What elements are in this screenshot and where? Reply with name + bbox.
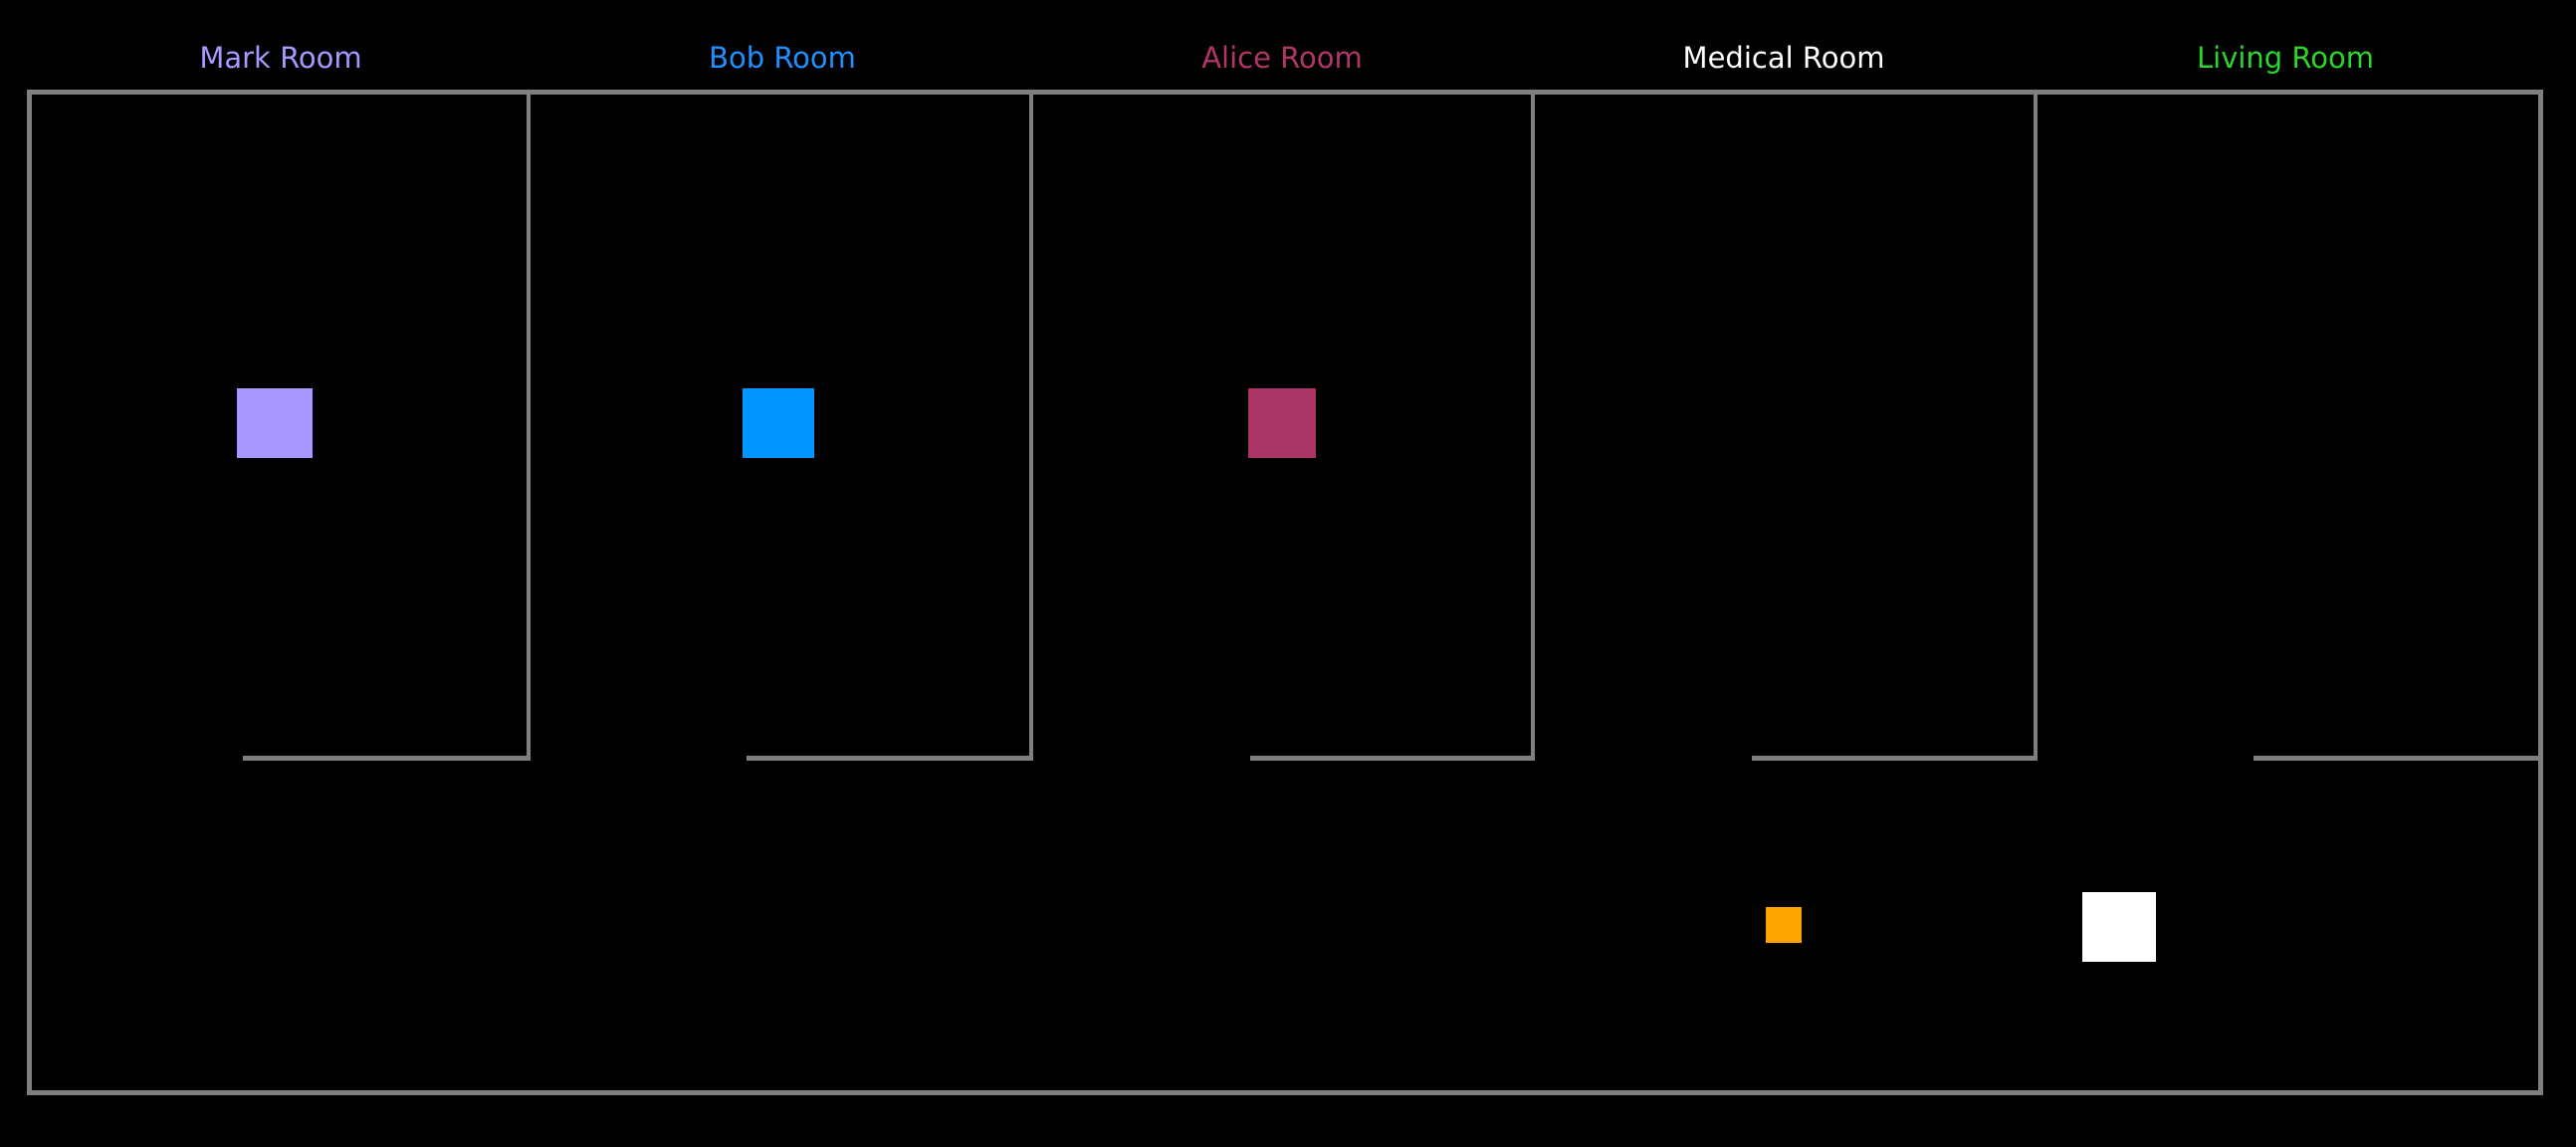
room-label-bob: Bob Room [709,41,856,75]
wall-bottom-alice [1250,756,1535,761]
living-token[interactable] [2082,892,2156,962]
divider-mark-bob [527,92,531,761]
outer-wall-bottom [27,1090,2543,1095]
divider-alice-medical [1531,92,1535,761]
outer-wall-top [27,90,2543,95]
divider-bob-alice [1029,92,1033,761]
wall-bottom-bob [747,756,1033,761]
outer-wall-right [2538,90,2543,1095]
mark-token[interactable] [237,388,313,458]
room-label-living: Living Room [2196,41,2375,75]
wall-bottom-living [2254,756,2543,761]
wall-bottom-mark [243,756,531,761]
room-label-mark: Mark Room [199,41,362,75]
medical-token[interactable] [1766,907,1802,943]
room-label-alice: Alice Room [1201,41,1363,75]
outer-wall-left [27,90,32,1095]
divider-medical-living [2034,92,2038,761]
bob-token[interactable] [743,388,814,458]
wall-bottom-medical [1752,756,2038,761]
room-label-medical: Medical Room [1682,41,1885,75]
alice-token[interactable] [1248,388,1316,458]
